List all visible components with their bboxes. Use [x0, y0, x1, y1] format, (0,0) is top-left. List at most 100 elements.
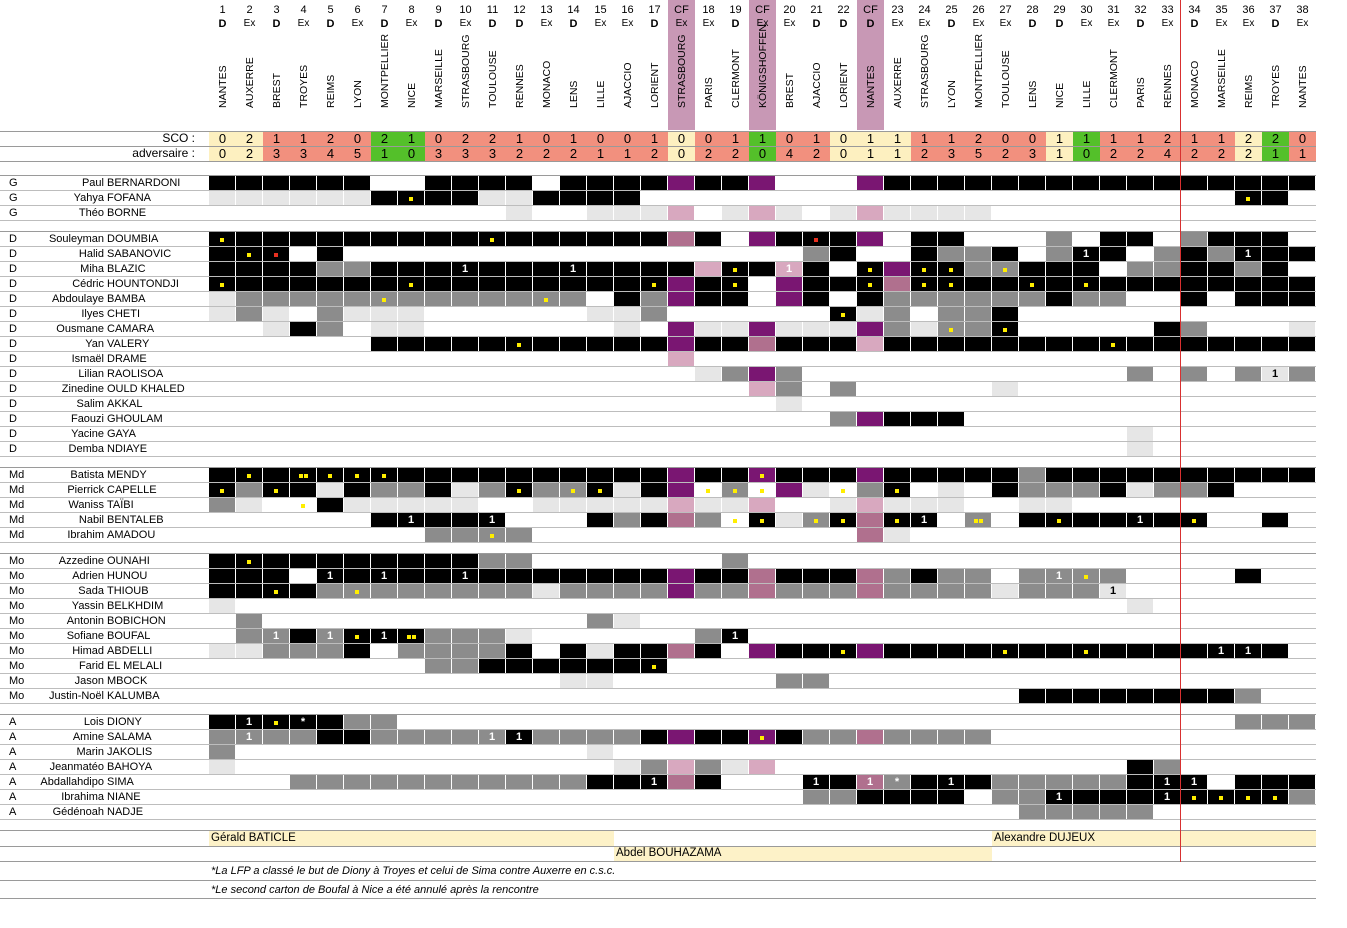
match-cell: 1: [236, 730, 262, 744]
footnote: *Le second carton de Boufal à Nice a été…: [211, 884, 539, 896]
opponent-score: 5: [344, 146, 371, 161]
match-cell: [344, 528, 370, 542]
match-cell: [398, 337, 424, 351]
match-cell: [614, 191, 640, 205]
match-cell: [749, 337, 775, 351]
match-cell: [317, 554, 343, 568]
player-position: D: [9, 398, 17, 410]
match-cell: [587, 322, 613, 336]
match-cell: [992, 584, 1018, 598]
match-cell: [452, 412, 478, 426]
match-venue: Ex: [243, 18, 256, 29]
yellow-card-icon: [1246, 197, 1250, 201]
match-cell: [749, 644, 775, 658]
match-cell: [452, 614, 478, 628]
match-venue: D: [812, 18, 821, 30]
match-cell: [884, 745, 910, 759]
match-cell: [938, 307, 964, 321]
match-cell: [1208, 292, 1234, 306]
match-cell: [911, 644, 937, 658]
match-cell: [857, 468, 883, 482]
match-cell: [317, 427, 343, 441]
match-cell: [749, 513, 775, 527]
match-cell: [560, 644, 586, 658]
match-cell: [317, 337, 343, 351]
player-last-name: BOUFAL: [107, 630, 151, 642]
match-cell: [1235, 715, 1261, 729]
match-cell: [209, 352, 235, 366]
match-cell: [965, 584, 991, 598]
player-position: D: [9, 323, 17, 335]
match-cell: [695, 715, 721, 729]
yellow-card-icon: [247, 560, 251, 564]
match-cell: [1019, 674, 1045, 688]
match-cell: [992, 689, 1018, 703]
match-cell: [695, 337, 721, 351]
sco-score: 1: [641, 131, 668, 146]
match-cell: [1154, 498, 1180, 512]
match-cell: [479, 307, 505, 321]
match-cell: [290, 584, 316, 598]
match-cell: [398, 367, 424, 381]
match-cell: [1235, 584, 1261, 598]
match-cell: [479, 569, 505, 583]
match-cell: [1208, 689, 1234, 703]
yellow-card-icon: [247, 474, 251, 478]
match-cell: [641, 569, 667, 583]
match-cell: [938, 397, 964, 411]
match-cell: [1019, 528, 1045, 542]
match-cell: [317, 412, 343, 426]
match-cell: [290, 569, 316, 583]
match-cell: [884, 247, 910, 261]
player-position: D: [9, 428, 17, 440]
player-position: D: [9, 338, 17, 350]
match-cell: [587, 790, 613, 804]
match-cell: [830, 513, 856, 527]
match-cell: [1262, 659, 1288, 673]
match-cell: [803, 442, 829, 456]
match-cell: [776, 659, 802, 673]
match-cell: [1154, 569, 1180, 583]
match-cell: [884, 483, 910, 497]
match-cell: [560, 397, 586, 411]
goal-mark: 1: [1082, 248, 1090, 260]
match-cell: [1208, 790, 1234, 804]
match-cell: [992, 442, 1018, 456]
player-last-name: OULD KHALED: [107, 383, 185, 395]
player-first-name: Miha: [80, 263, 104, 275]
match-cell: [1289, 528, 1315, 542]
match-cell: [1262, 629, 1288, 643]
player-first-name: Cédric: [72, 278, 104, 290]
sco-score: 1: [1181, 131, 1208, 146]
match-cell: [479, 644, 505, 658]
match-cell: [911, 382, 937, 396]
sco-score: 1: [290, 131, 317, 146]
opponent-score: 0: [749, 146, 776, 161]
match-cell: [371, 674, 397, 688]
match-cell: [1046, 277, 1072, 291]
opponent-name: LILLE: [1080, 80, 1093, 108]
match-cell: [830, 247, 856, 261]
match-cell: [452, 367, 478, 381]
match-cell: [1127, 745, 1153, 759]
player-last-name: BLAZIC: [107, 263, 146, 275]
match-venue: D: [1055, 18, 1064, 30]
match-cell: [587, 412, 613, 426]
match-cell: [1127, 468, 1153, 482]
opponent-name: NANTES: [864, 65, 877, 108]
match-cell: [938, 367, 964, 381]
match-cell: [533, 584, 559, 598]
match-cell: [236, 498, 262, 512]
player-last-name: BERNARDONI: [107, 177, 181, 189]
match-cell: [1235, 498, 1261, 512]
match-cell: [290, 659, 316, 673]
match-cell: [1100, 599, 1126, 613]
match-cell: [236, 191, 262, 205]
match-cell: [560, 367, 586, 381]
match-cell: [1262, 483, 1288, 497]
match-cell: [398, 247, 424, 261]
match-cell: [290, 498, 316, 512]
match-cell: [425, 247, 451, 261]
player-row: Mo Adrien HUNOU 1 1 1 1: [0, 569, 1316, 584]
match-cell: 1: [1100, 584, 1126, 598]
